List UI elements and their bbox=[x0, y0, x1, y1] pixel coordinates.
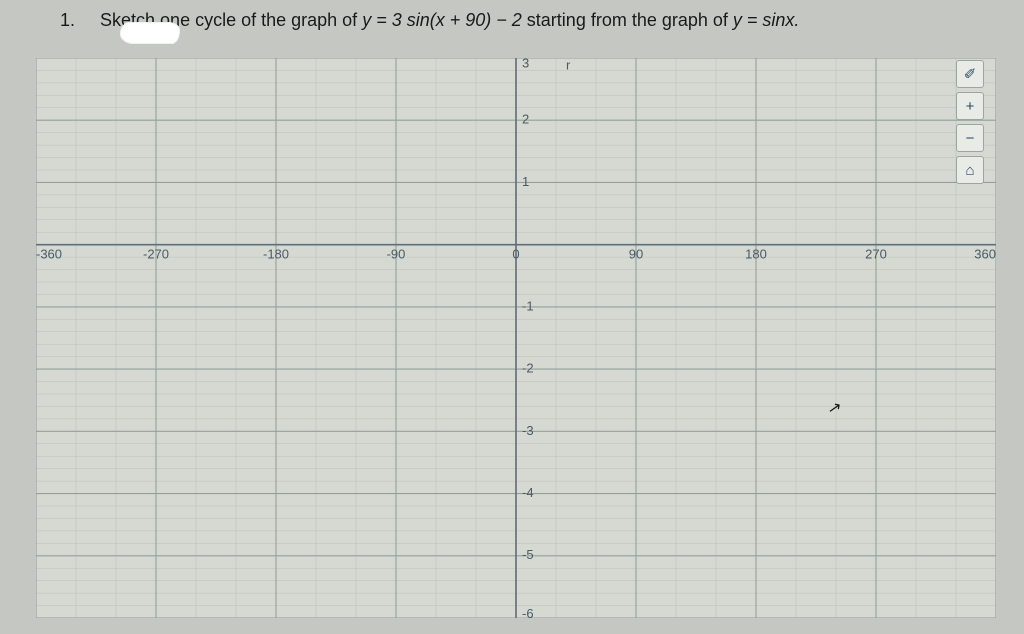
y-tick-label: 1 bbox=[522, 174, 529, 189]
y-tick-label: 3 bbox=[522, 58, 529, 71]
y-tick-label: 2 bbox=[522, 112, 529, 127]
question-text-mid: starting from the graph of bbox=[527, 10, 733, 30]
x-tick-label: -360 bbox=[36, 246, 62, 261]
whiteout-mark bbox=[120, 22, 180, 44]
x-tick-label: 180 bbox=[745, 246, 767, 261]
question-eq1: y = 3 sin(x + 90) − 2 bbox=[362, 10, 522, 30]
home-button[interactable]: ⌂ bbox=[956, 156, 984, 184]
y-tick-label: -4 bbox=[522, 485, 534, 500]
graph-svg: -360 -270 -180 -90 0 90 180 270 360 3 2 1 -1 -2 -3 -4 -5… bbox=[36, 58, 996, 618]
question-eq2: y = sinx. bbox=[733, 10, 800, 30]
zoom-out-button[interactable]: − bbox=[956, 124, 984, 152]
draw-tool-button[interactable]: ✐ bbox=[956, 60, 984, 88]
zoom-out-icon: − bbox=[966, 130, 975, 147]
x-tick-label: 0 bbox=[512, 246, 519, 261]
chart-toolbar: ✐ + − ⌂ bbox=[956, 60, 984, 184]
y-tick-label: -3 bbox=[522, 423, 534, 438]
x-tick-label: -270 bbox=[143, 246, 169, 261]
y-tick-label: -1 bbox=[522, 298, 534, 313]
y-tick-label: -5 bbox=[522, 547, 534, 562]
draw-tool-icon: ✐ bbox=[964, 65, 977, 83]
y-tick-label: -2 bbox=[522, 361, 534, 376]
zoom-in-button[interactable]: + bbox=[956, 92, 984, 120]
x-tick-label: 360 bbox=[974, 246, 996, 261]
x-tick-label: 270 bbox=[865, 246, 887, 261]
home-icon: ⌂ bbox=[965, 162, 974, 179]
x-tick-label: -90 bbox=[387, 246, 406, 261]
y-tick-label: -6 bbox=[522, 606, 534, 618]
graph-area[interactable]: -360 -270 -180 -90 0 90 180 270 360 3 2 1 -1 -2 -3 -4 -5… bbox=[36, 58, 996, 618]
question-number: 1. bbox=[60, 10, 75, 31]
zoom-in-icon: + bbox=[966, 98, 975, 115]
x-tick-label: 90 bbox=[629, 246, 643, 261]
question-text: Sketch one cycle of the graph of y = 3 s… bbox=[100, 10, 799, 31]
x-tick-label: -180 bbox=[263, 246, 289, 261]
axis-top-label: r bbox=[566, 58, 571, 73]
